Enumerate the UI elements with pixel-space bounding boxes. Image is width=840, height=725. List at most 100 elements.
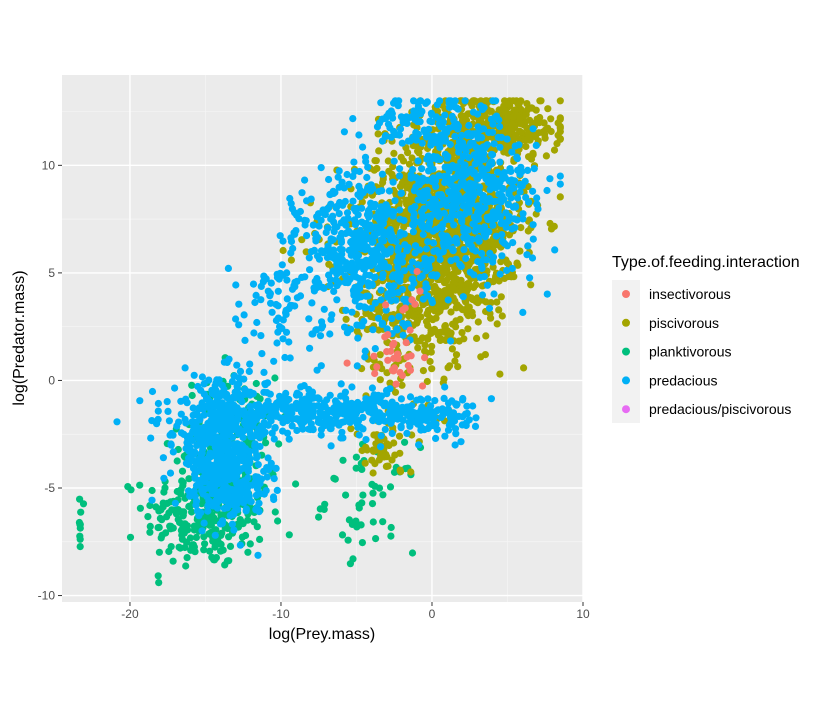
data-point [487,107,495,115]
data-point [334,173,342,181]
data-point [458,329,466,337]
data-point [379,518,387,526]
data-point [358,465,366,473]
data-point [335,210,343,218]
data-point [181,415,189,423]
data-point [490,140,498,148]
data-point [397,424,405,432]
data-point [228,401,236,409]
data-point [372,535,380,543]
data-point [492,232,500,240]
data-point [543,186,551,195]
data-point [307,248,315,256]
data-point [388,429,396,438]
data-point [390,468,399,476]
data-point [253,318,261,327]
data-point [236,516,244,524]
data-point [345,180,353,188]
data-point [478,170,486,178]
data-point [358,275,367,283]
data-point [386,483,395,491]
data-point [401,438,409,446]
data-point [347,237,355,246]
data-point [510,273,518,281]
data-point [377,286,385,294]
data-point [245,459,254,467]
data-point [337,380,345,388]
data-point [347,417,355,425]
data-point [292,227,300,235]
data-point [476,273,484,281]
data-point [451,357,459,365]
data-point [273,270,281,278]
data-point [380,237,388,245]
data-point [356,423,364,431]
data-point [264,421,272,429]
data-point [256,442,264,451]
data-point [459,396,467,404]
data-point [259,278,267,286]
data-point [399,331,407,339]
data-point [456,138,464,146]
data-point [257,332,265,340]
data-point [166,431,174,439]
data-point [523,100,531,108]
data-point [509,239,517,247]
data-point [267,459,275,467]
data-point [429,174,437,182]
series-predacious [113,97,564,559]
data-point [234,412,242,420]
data-point [272,464,280,472]
data-point [401,304,409,312]
data-point [198,527,206,535]
data-point [313,326,321,334]
data-point [316,505,324,513]
data-point [306,393,315,401]
data-point [375,187,383,196]
data-point [225,533,233,541]
data-point [259,423,267,431]
data-point [474,257,482,266]
data-point [415,179,423,187]
data-point [440,279,449,287]
data-point [509,97,517,105]
data-point [408,296,416,304]
data-point [485,304,494,312]
data-point [546,175,554,183]
data-point [147,434,155,442]
data-point [462,192,471,201]
legend-label: predacious/piscivorous [649,401,791,417]
data-point [324,224,332,232]
data-point [524,242,532,250]
data-point [477,353,485,361]
data-point [469,402,477,410]
data-point [519,215,527,223]
data-point [301,176,309,184]
data-point [433,266,442,274]
data-point [350,268,358,276]
data-point [516,247,524,255]
data-point [426,357,434,366]
data-point [493,177,501,185]
data-point [256,535,264,544]
data-point [303,232,311,240]
data-point [160,488,168,496]
data-point [185,447,193,455]
data-point [317,431,325,439]
data-point [395,432,404,440]
data-point [285,435,293,443]
data-point [192,533,200,542]
data-point [430,328,438,336]
data-point [233,361,241,369]
data-point [197,386,205,394]
data-point [333,296,341,304]
data-point [369,489,377,497]
data-point [126,533,135,541]
data-point [317,164,325,172]
data-point [517,224,525,232]
data-point [447,226,455,234]
data-point [497,219,505,228]
data-point [246,540,254,548]
data-point [529,151,537,159]
